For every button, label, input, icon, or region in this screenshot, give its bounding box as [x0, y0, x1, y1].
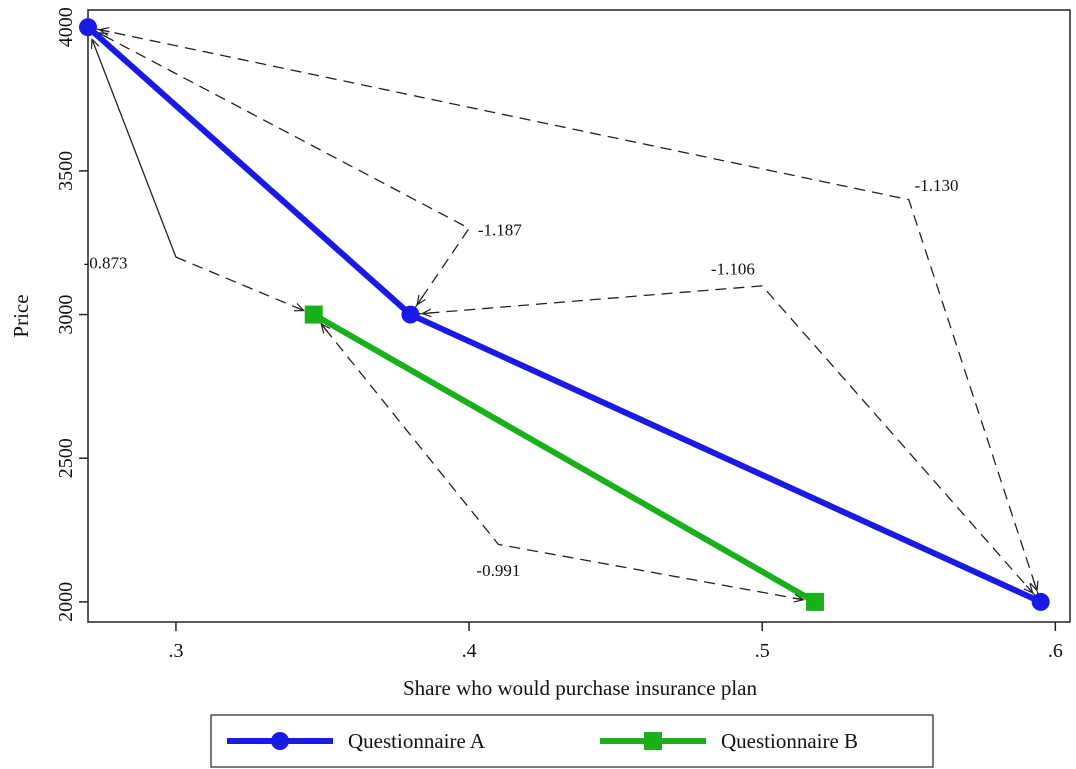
elasticity-annotations: -1.187 -1.130 -1.106 -0.873 -0.991 — [84, 26, 1042, 603]
annotation-label: -0.873 — [84, 254, 128, 273]
annotation-arrow-end — [1026, 585, 1033, 593]
x-tick-label: .6 — [1048, 640, 1063, 662]
data-point-circle — [1031, 592, 1050, 611]
x-tick-label: .4 — [462, 640, 477, 662]
axis-ticks: .3 .4 .5 .6 2000 2500 3000 3500 4000 — [55, 7, 1063, 662]
series-line — [312, 311, 817, 605]
x-tick-label: .3 — [168, 640, 183, 662]
plot-frame — [87, 9, 1071, 623]
annotation-arrow-start — [422, 313, 433, 314]
annotation-neg0-873: -0.873 — [84, 39, 304, 310]
annotation-neg1-187: -1.187 — [87, 26, 522, 315]
annotation-path — [87, 26, 471, 315]
data-point-square — [805, 592, 824, 611]
annotation-arrow-start — [321, 324, 327, 332]
legend-label: Questionnaire A — [348, 729, 486, 753]
annotation-label: -1.187 — [478, 221, 522, 240]
y-tick-label: 2500 — [55, 438, 77, 478]
y-tick-label: 2000 — [55, 582, 77, 622]
annotation-arrow-end — [793, 598, 803, 600]
y-axis-title: Price — [9, 294, 33, 337]
y-tick-label: 3500 — [55, 151, 77, 191]
x-tick-label: .5 — [755, 640, 770, 662]
annotation-leg-solid — [92, 39, 177, 258]
legend-label: Questionnaire B — [721, 729, 858, 753]
y-tick-label: 4000 — [55, 7, 77, 47]
annotation-neg1-106: -1.106 — [410, 259, 1042, 603]
legend-marker-circle — [271, 732, 289, 750]
data-point-square — [304, 305, 323, 324]
series-questionnaire-b — [304, 305, 824, 611]
x-axis-title: Share who would purchase insurance plan — [403, 676, 757, 700]
annotation-label: -1.130 — [915, 176, 959, 195]
series-lines — [79, 18, 1050, 611]
annotation-neg0-991: -0.991 — [313, 314, 816, 603]
data-point-circle — [401, 305, 420, 324]
annotation-arrow-start — [1034, 581, 1037, 591]
annotation-path — [313, 314, 816, 603]
annotation-neg1-130: -1.130 — [87, 26, 1042, 603]
legend-item-questionnaire-b: Questionnaire B — [600, 729, 858, 753]
legend-marker-square — [644, 732, 662, 750]
legend-item-questionnaire-a: Questionnaire A — [227, 729, 486, 753]
annotation-arrow-end — [417, 296, 423, 304]
annotation-arrow-end — [100, 30, 110, 32]
annotation-label: -0.991 — [476, 561, 520, 580]
y-tick-label: 3000 — [55, 295, 77, 335]
series-line — [86, 24, 1042, 605]
series-questionnaire-a — [79, 18, 1050, 611]
annotation-label: -1.106 — [711, 259, 755, 278]
annotation-leg-dashed — [175, 256, 304, 310]
data-point-circle — [79, 18, 97, 37]
legend: Questionnaire A Questionnaire B — [210, 714, 934, 768]
annotation-path — [410, 285, 1042, 603]
annotation-path — [87, 26, 1042, 603]
